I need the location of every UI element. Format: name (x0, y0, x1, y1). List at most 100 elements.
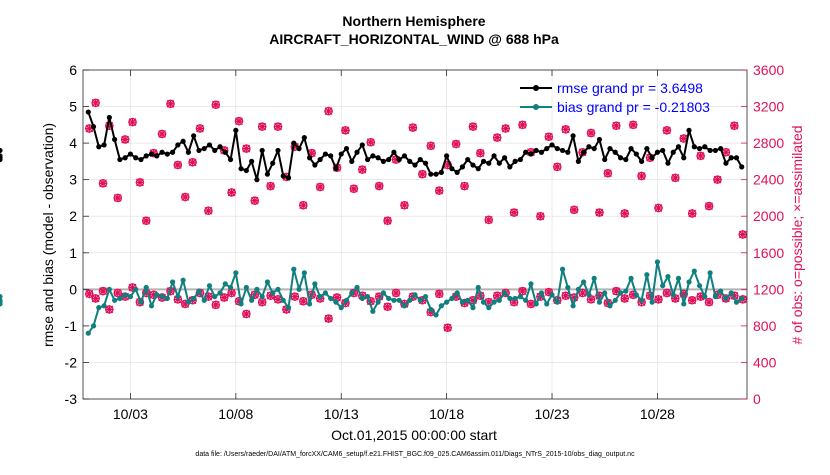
obs-high-marker-assimilated (307, 148, 316, 158)
obs-high-marker-assimilated (341, 126, 350, 135)
bias-point (733, 299, 740, 305)
bias-point (333, 299, 339, 305)
bias-point (401, 303, 408, 309)
obs-high-marker-assimilated (358, 165, 367, 174)
rmse-point (486, 160, 492, 166)
rmse-point (96, 144, 102, 150)
y-right-tick-label: 2000 (753, 208, 784, 224)
bias-point (644, 272, 650, 278)
rmse-point (264, 171, 271, 177)
obs-high-marker-assimilated (561, 125, 570, 134)
obs-high-marker-assimilated (468, 122, 478, 131)
rmse-point (428, 171, 434, 177)
rmse-point (249, 158, 255, 164)
bias-point (491, 299, 497, 305)
obs-low-marker-assimilated (435, 289, 444, 299)
y-right-tick-label: 800 (753, 318, 777, 334)
rmse-point (444, 153, 450, 159)
rmse-point (581, 149, 587, 155)
rmse-point (728, 155, 734, 161)
obs-low-marker-assimilated (662, 288, 672, 298)
bias-point (0, 299, 3, 305)
rmse-point (349, 158, 355, 164)
obs-low-marker-assimilated (234, 297, 244, 306)
bias-point (175, 294, 181, 300)
rmse-point (691, 144, 697, 150)
obs-low-marker-assimilated (366, 297, 375, 306)
bias-point (375, 299, 381, 305)
bias-point (343, 297, 350, 303)
obs-high-marker-assimilated (435, 186, 444, 195)
obs-low-marker-assimilated (332, 293, 342, 302)
obs-low-marker-assimilated (612, 286, 621, 296)
obs-low-marker-assimilated (509, 297, 519, 307)
legend-bias-label: bias grand pr = -0.21803 (557, 99, 710, 115)
plot-frame (82, 69, 748, 400)
rmse-point (138, 156, 144, 163)
rmse-point (507, 164, 513, 170)
bias-point (217, 290, 223, 296)
rmse-point (280, 173, 286, 179)
obs-low-marker-assimilated (426, 307, 436, 317)
rmse-point (364, 156, 371, 163)
y-right-tick-label: 3600 (753, 62, 784, 78)
rmse-point (517, 156, 523, 163)
obs-high-marker-assimilated (418, 169, 427, 179)
bias-point (386, 295, 392, 302)
obs-low-marker-assimilated (204, 292, 213, 301)
bias-point (617, 290, 624, 296)
rmse-point (254, 177, 260, 183)
bias-point (681, 301, 687, 307)
rmse-point (544, 145, 550, 152)
rmse-point (549, 142, 555, 148)
bias-point (459, 299, 466, 305)
rmse-point (301, 135, 307, 141)
obs-low-marker-assimilated (620, 294, 629, 303)
obs-high-marker-assimilated (211, 100, 220, 109)
obs-high-marker-assimilated (738, 230, 747, 239)
bias-point (623, 288, 629, 294)
obs-high-marker-assimilated (569, 205, 579, 215)
bias-point (633, 292, 639, 298)
rmse-point (133, 155, 139, 161)
obs-low-marker-assimilated (290, 292, 300, 301)
x-axis-label: Oct.01,2015 00:00:00 start (331, 427, 497, 443)
rmse-point (491, 153, 497, 159)
bias-point (691, 268, 697, 274)
bias-point (496, 297, 502, 303)
obs-high-marker-assimilated (195, 124, 205, 133)
obs-high-marker-assimilated (620, 209, 629, 218)
obs-high-marker-assimilated (687, 209, 697, 218)
rmse-point (0, 153, 3, 159)
obs-high-marker-assimilated (142, 216, 151, 225)
obs-high-marker-assimilated (484, 215, 493, 225)
obs-high-marker-assimilated (713, 175, 722, 184)
bias-point (570, 303, 576, 309)
obs-high-marker-assimilated (518, 120, 527, 130)
bias-point (649, 299, 655, 305)
rmse-point (554, 145, 560, 152)
chart-title: Northern Hemisphere (342, 13, 485, 29)
rmse-point (164, 151, 170, 157)
obs-high-marker-assimilated (166, 99, 175, 109)
bias-point (270, 290, 276, 296)
bias-point (317, 294, 323, 300)
bias-point (291, 266, 297, 272)
rmse-point (670, 149, 676, 155)
rmse-point (127, 151, 134, 157)
obs-low-marker-assimilated (181, 299, 190, 309)
bias-point (538, 290, 545, 296)
bias-point (433, 312, 439, 318)
bias-point (227, 284, 234, 291)
obs-high-marker-assimilated (383, 216, 392, 225)
bias-point (90, 323, 97, 329)
bias-point (591, 275, 597, 281)
obs-high-marker-assimilated (242, 144, 251, 153)
obs-low-marker-assimilated (242, 309, 251, 319)
obs-low-marker-assimilated (227, 288, 236, 298)
obs-high-marker-assimilated (721, 148, 731, 157)
data-file-footnote: data file: /Users/raeder/DAI/ATM_forcXX/… (195, 451, 635, 458)
obs-low-marker-assimilated (518, 286, 527, 296)
bias-point (612, 297, 618, 303)
obs-high-marker-assimilated (595, 208, 604, 217)
